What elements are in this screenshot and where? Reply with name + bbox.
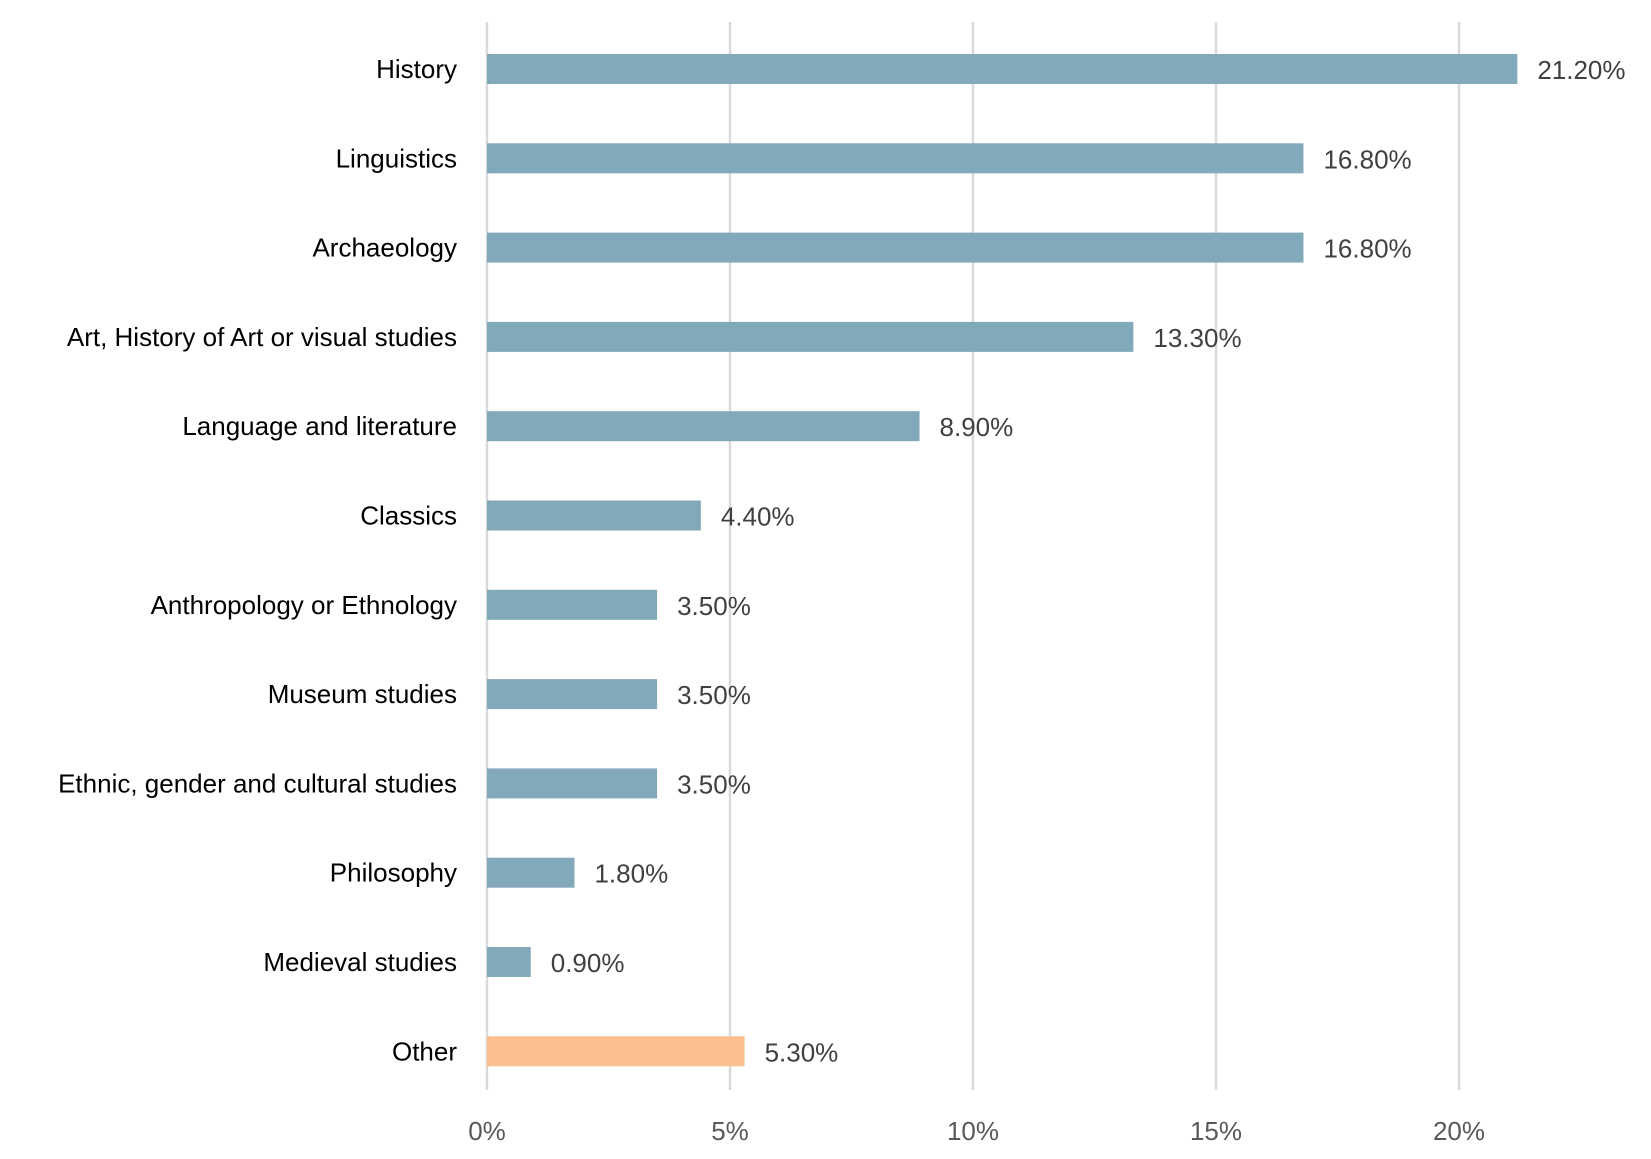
bar	[487, 143, 1304, 174]
bar	[487, 54, 1518, 84]
category-label: Classics	[360, 501, 457, 531]
data-label: 13.30%	[1153, 323, 1241, 353]
bar	[487, 589, 658, 620]
x-tick-label: 10%	[947, 1116, 999, 1146]
data-label: 3.50%	[677, 769, 751, 799]
x-tick-label: 15%	[1190, 1116, 1242, 1146]
data-label: 4.40%	[721, 502, 795, 532]
x-tick-label: 20%	[1433, 1116, 1485, 1146]
data-label: 0.90%	[551, 948, 625, 978]
data-label: 3.50%	[677, 680, 751, 710]
category-label: Archaeology	[312, 233, 457, 263]
category-label: Art, History of Art or visual studies	[67, 322, 457, 352]
data-label: 5.30%	[765, 1037, 839, 1067]
bar	[487, 1036, 745, 1067]
bar	[487, 947, 531, 977]
gridlines	[485, 22, 1461, 1090]
bar	[487, 321, 1134, 352]
data-label: 21.20%	[1537, 55, 1625, 85]
category-label: Medieval studies	[263, 947, 457, 977]
data-label: 16.80%	[1323, 234, 1411, 264]
data-label: 8.90%	[940, 412, 1014, 442]
bars	[487, 54, 1518, 1067]
x-tick-label: 0%	[468, 1116, 506, 1146]
bar	[487, 411, 920, 442]
category-label: History	[376, 54, 457, 84]
x-axis-tick-labels: 0% 5% 10% 15% 20%	[468, 1116, 1485, 1146]
bar	[487, 232, 1304, 263]
category-label: Museum studies	[268, 679, 457, 709]
data-label: 16.80%	[1323, 144, 1411, 174]
x-tick-label: 5%	[711, 1116, 749, 1146]
category-label: Language and literature	[182, 411, 457, 441]
data-label: 1.80%	[594, 859, 668, 889]
data-label: 3.50%	[677, 591, 751, 621]
bar	[487, 679, 658, 710]
category-label: Anthropology or Ethnology	[151, 590, 457, 620]
bar	[487, 857, 575, 888]
bar	[487, 768, 658, 799]
value-labels: 21.20% 16.80% 16.80% 13.30% 8.90% 4.40% 3.50% 3…	[551, 55, 1626, 1067]
bar	[487, 500, 701, 531]
category-label: Other	[392, 1036, 457, 1066]
category-label: Linguistics	[336, 143, 457, 173]
category-label: Philosophy	[330, 858, 457, 888]
category-label: Ethnic, gender and cultural studies	[58, 768, 457, 798]
category-labels: History Linguistics Archaeology Art, Histor…	[58, 54, 457, 1066]
